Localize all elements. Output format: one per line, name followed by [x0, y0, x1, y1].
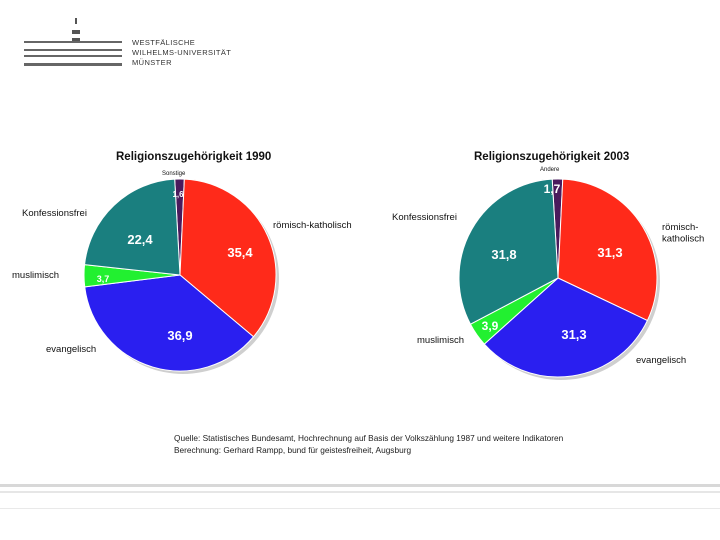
pie-chart-2: 1,7 31,3 31,3 3,9 31,8 Andere römisch-katholis…	[392, 151, 704, 380]
slice-category-label: Konfessionsfrei	[392, 212, 457, 223]
slice-value-label: 31,3	[597, 245, 622, 260]
slice-value-label: 22,4	[127, 232, 153, 247]
slice-value-label: 31,8	[491, 247, 516, 262]
footer-divider-2	[0, 491, 720, 493]
slice-value-label: 3,7	[97, 274, 110, 284]
pie-slice-3	[483, 277, 649, 378]
slice-category-label: muslimisch	[417, 335, 464, 346]
slice-value-label: 3,9	[482, 319, 499, 333]
pie-slice-2	[557, 178, 658, 322]
source-line-2: Berechnung: Gerhard Rampp, bund für geis…	[174, 445, 412, 455]
chart-title: Religionszugehörigkeit 1990	[116, 151, 271, 163]
chart-title: Religionszugehörigkeit 2003	[474, 151, 629, 163]
pie-slice-3	[84, 274, 255, 372]
pie-slice-5	[458, 178, 559, 325]
logo-line-3: Münster	[132, 58, 172, 67]
slice-category-label: muslimisch	[12, 270, 59, 281]
slice-category-label: römisch-katholisch	[662, 222, 704, 245]
logo-line-1: Westfälische	[132, 38, 196, 47]
footer-divider-3	[0, 508, 720, 509]
source-line-1: Quelle: Statistisches Bundesamt, Hochrec…	[174, 433, 564, 443]
footer-divider	[0, 484, 720, 487]
slice-category-label: Andere	[540, 167, 560, 173]
pie-slice-2	[179, 178, 277, 338]
university-crest-icon	[24, 18, 122, 66]
slice-value-label: 1,6	[172, 190, 184, 199]
slice-value-label: 31,3	[561, 327, 586, 342]
slice-value-label: 1,7	[544, 182, 561, 196]
university-logo: Westfälische Wilhelms-Universität Münste…	[22, 14, 262, 74]
slice-category-label: evangelisch	[46, 344, 96, 355]
slice-category-label: evangelisch	[636, 355, 686, 366]
slice-value-label: 35,4	[227, 245, 253, 260]
logo-line-2: Wilhelms-Universität	[132, 48, 232, 57]
slice-category-label: Sonstige	[162, 171, 186, 177]
source-note: Quelle: Statistisches Bundesamt, Hochrec…	[174, 432, 563, 456]
pie-slice-5	[84, 178, 181, 276]
slice-value-label: 36,9	[167, 328, 192, 343]
pie-chart-1: 1,6 35,4 36,9 3,7 22,4 Sonstige römisch-kathol…	[12, 151, 352, 374]
slice-category-label: Konfessionsfrei	[22, 208, 87, 219]
slice-category-label: römisch-katholisch	[273, 220, 352, 231]
